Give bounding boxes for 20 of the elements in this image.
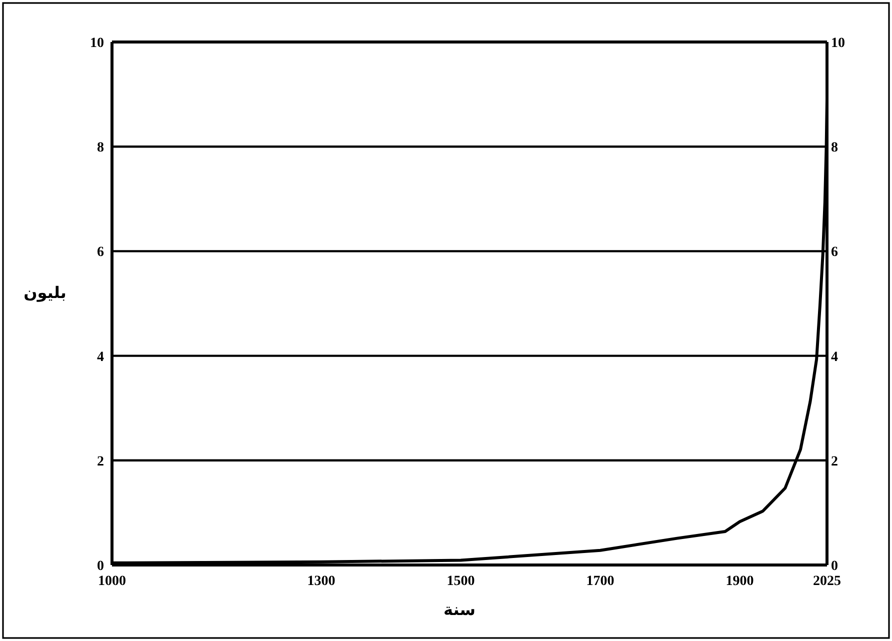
- y-tick-label: 8: [97, 140, 104, 156]
- y2-tick-label: 6: [831, 245, 838, 260]
- x-tick-label: 1300: [307, 574, 336, 589]
- y2-tick-label: 2: [831, 454, 838, 470]
- x-tick-label: 1000: [98, 574, 126, 589]
- y-tick-label: 4: [97, 350, 104, 365]
- y2-tick-label: 8: [831, 140, 838, 156]
- x-tick-label: 1500: [446, 574, 475, 589]
- y-tick-label: 10: [90, 36, 104, 51]
- y2-tick-label: 0: [831, 559, 838, 574]
- x-tick-label: 1900: [726, 574, 754, 589]
- y2-tick-label: 4: [831, 350, 838, 365]
- x-axis-title: سنة: [444, 600, 476, 619]
- y-tick-label: 0: [97, 559, 104, 574]
- y-tick-label: 2: [97, 454, 104, 470]
- x-tick-label: 1700: [586, 574, 614, 589]
- y-tick-label: 6: [97, 245, 104, 260]
- y2-tick-label: 10: [831, 36, 845, 51]
- x-tick-label: 2025: [813, 574, 841, 589]
- y-axis-title: بليون: [24, 283, 66, 302]
